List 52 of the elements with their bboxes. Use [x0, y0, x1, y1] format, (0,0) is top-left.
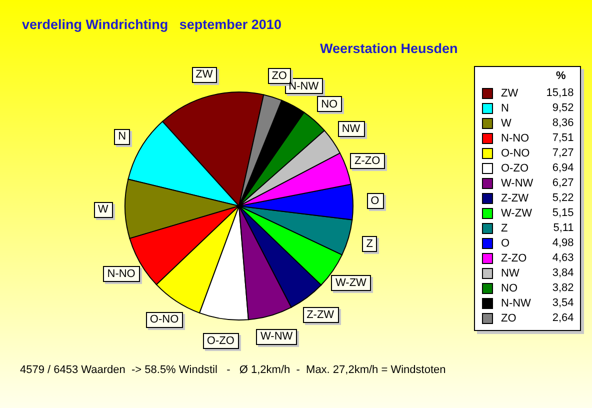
data-label: 7,51 [552, 132, 574, 145]
legend-label: N [501, 102, 509, 114]
legend-label: Z-ZO [501, 252, 528, 264]
data-label: 6,27 [552, 177, 574, 190]
slice-label: Z-ZO [354, 154, 381, 167]
data-label: 3,82 [552, 282, 574, 295]
data-label: 3,84 [552, 267, 574, 280]
legend-label: Z-ZW [501, 192, 530, 204]
data-label: 7,27 [552, 147, 574, 160]
legend-label: O-NO [501, 148, 530, 160]
slice-label: N-NW [288, 80, 320, 92]
slice-label: Z [366, 238, 374, 250]
slice-label: W-ZW [335, 277, 368, 290]
slice-label: O [370, 195, 380, 208]
slice-label: ZW [196, 68, 214, 81]
legend-label: Z [501, 222, 508, 234]
slice-label: NO [321, 98, 338, 110]
slice-label: W [98, 204, 109, 216]
data-label: 6,94 [552, 162, 574, 175]
chart-subtitle: Weerstation Heusden [320, 41, 458, 57]
data-label: 3,54 [552, 297, 574, 310]
data-label: 5,15 [552, 207, 574, 220]
legend-label: NO [501, 282, 518, 294]
legend-label: O-ZO [501, 162, 529, 174]
legend-label: W-NW [501, 178, 534, 190]
data-label: 5,11 [553, 222, 574, 235]
data-label: 4,63 [552, 252, 574, 265]
legend-label: W-ZW [501, 208, 533, 220]
data-label: 9,52 [552, 102, 574, 115]
legend-label: NW [501, 268, 520, 280]
data-label: 2,64 [552, 312, 574, 325]
slice-label: ZO [272, 70, 288, 82]
legend-label: N-NO [501, 132, 530, 144]
data-label: 8,36 [552, 117, 574, 130]
slice-label: NW [342, 122, 361, 135]
slice-label: N-NO [107, 268, 136, 280]
slice-label: W-NW [260, 330, 294, 343]
legend-label: ZW [501, 88, 519, 100]
legend-label: N-NW [501, 298, 532, 310]
data-label: 4,98 [552, 237, 574, 250]
slice-label: O-ZO [206, 334, 235, 347]
slice-label: Z-ZW [306, 309, 335, 322]
chart-title: verdeling Windrichting september 2010 [22, 17, 282, 33]
data-label: 5,22 [552, 192, 574, 205]
legend-label: ZO [501, 312, 517, 324]
legend-title: % [556, 70, 566, 82]
data-label: 15,18 [546, 87, 574, 100]
slice-label: N [118, 130, 126, 143]
legend-label: O [501, 238, 510, 250]
slice-label: O-NO [150, 314, 180, 326]
text: 4579 / 6453 Waarden -> 58.5% Windstil - Ø 1,2km/h - Max. 27,2km/h = Windstoten [20, 363, 446, 377]
legend-label: W [501, 118, 512, 130]
